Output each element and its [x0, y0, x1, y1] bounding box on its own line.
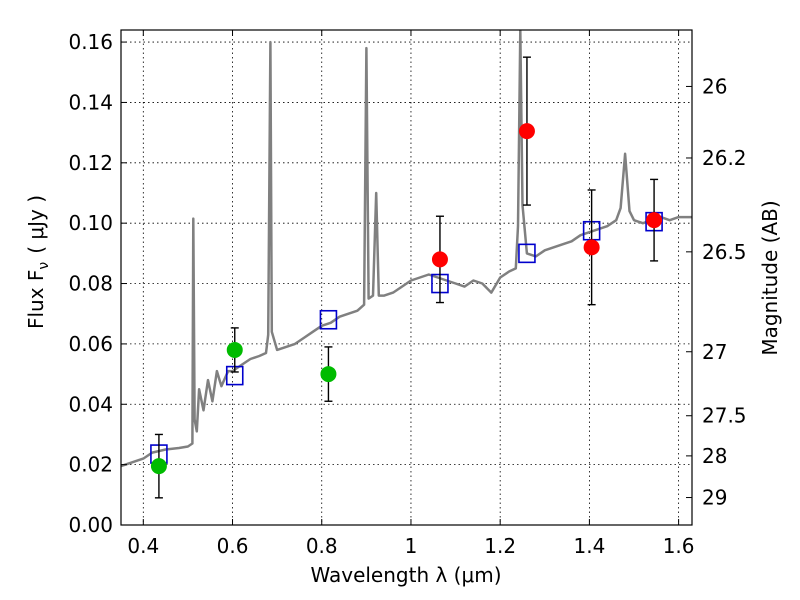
y-tick-label: 0.16 — [68, 30, 113, 54]
model-square-marker — [518, 243, 536, 264]
y-tick-label: 0.06 — [68, 332, 113, 356]
grid — [121, 30, 692, 526]
y2-tick-label: 26 — [702, 74, 727, 98]
y2-tick-label: 26.5 — [702, 240, 747, 264]
y-axis-label: Flux Fν ( μJy ) — [24, 195, 52, 329]
y2-tick-label: 28 — [702, 444, 727, 468]
tick-layer: 0.4 0.6 0.8 1 1.2 1.4 1.6 0.00 0.02 0.04 0.06 0.08 0… — [68, 30, 747, 558]
y-tick-label: 0.08 — [68, 272, 113, 296]
y-tick-label: 0.10 — [68, 211, 113, 235]
x-axis-label: Wavelength λ (μm) — [310, 563, 501, 587]
y-tick-label: 0.14 — [68, 90, 113, 114]
observed-point-marker — [226, 341, 243, 358]
x-tick-label: 1.4 — [573, 534, 605, 558]
y-tick-label: 0.02 — [68, 453, 113, 477]
x-tick-label: 0.6 — [217, 534, 249, 558]
x-tick-label: 1.6 — [663, 534, 695, 558]
y-axis-label-sub: ν — [36, 262, 52, 270]
y2-tick-label: 29 — [702, 486, 727, 510]
observed-point-marker — [646, 212, 663, 229]
x-tick-label: 0.8 — [306, 534, 338, 558]
spectrum-line — [121, 30, 692, 468]
x-tick-label: 1 — [405, 534, 418, 558]
spectrum-line-layer — [121, 30, 692, 468]
y2-tick-label: 26.2 — [702, 146, 747, 170]
observed-point-marker — [320, 366, 337, 383]
y-tick-label: 0.04 — [68, 392, 113, 416]
plot-frame — [120, 29, 693, 526]
y-axis-label-main: Flux F — [24, 270, 48, 329]
x-tick-label: 0.4 — [127, 534, 159, 558]
y2-axis-label: Magnitude (AB) — [758, 200, 782, 355]
y2-tick-label: 27.5 — [702, 404, 747, 428]
y-axis-label-unit: ( μJy ) — [24, 195, 48, 254]
observed-point-marker — [518, 123, 535, 140]
y-tick-label: 0.12 — [68, 151, 113, 175]
observed-point-marker — [150, 458, 167, 475]
marker-layer — [150, 56, 663, 499]
model-square-marker — [319, 309, 338, 330]
y-tick-label: 0.00 — [68, 513, 113, 537]
y2-tick-label: 27 — [702, 340, 727, 364]
x-tick-label: 1.2 — [484, 534, 516, 558]
observed-point-marker — [431, 251, 448, 268]
observed-point-marker — [583, 239, 600, 256]
